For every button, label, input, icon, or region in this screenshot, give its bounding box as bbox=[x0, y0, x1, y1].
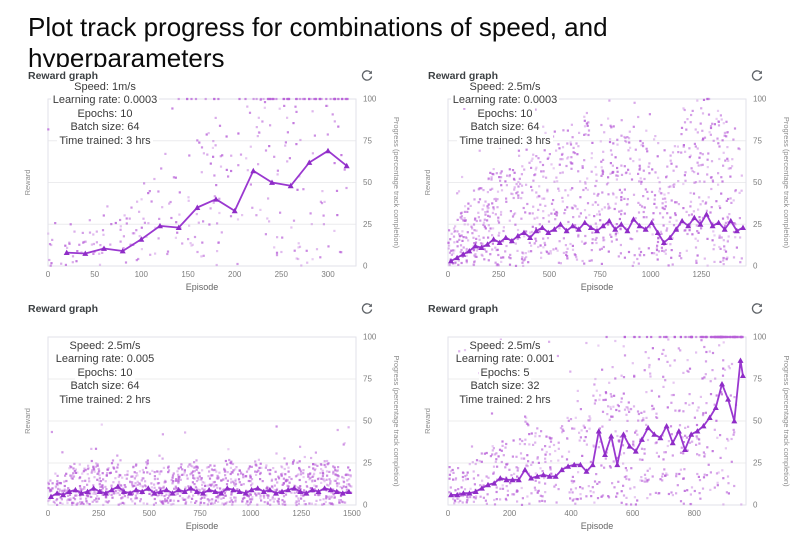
svg-text:0: 0 bbox=[446, 509, 451, 518]
svg-text:300: 300 bbox=[321, 270, 335, 279]
svg-text:0: 0 bbox=[753, 262, 758, 271]
svg-text:50: 50 bbox=[90, 270, 99, 279]
svg-text:75: 75 bbox=[753, 136, 762, 145]
svg-text:200: 200 bbox=[503, 509, 517, 518]
svg-text:25: 25 bbox=[753, 459, 762, 468]
svg-text:400: 400 bbox=[564, 509, 578, 518]
svg-text:Reward: Reward bbox=[423, 170, 432, 196]
svg-text:100: 100 bbox=[753, 95, 767, 104]
svg-text:25: 25 bbox=[363, 220, 372, 229]
svg-text:750: 750 bbox=[593, 270, 607, 279]
svg-text:0: 0 bbox=[446, 270, 451, 279]
reward-graph-card-2: Reward graph 0 250 500 750 1000 1250 0 25 50 75 10… bbox=[420, 67, 792, 295]
svg-text:0: 0 bbox=[46, 509, 51, 518]
svg-text:Progress (percentage track com: Progress (percentage track completion) bbox=[782, 355, 791, 487]
svg-text:25: 25 bbox=[753, 220, 762, 229]
svg-text:100: 100 bbox=[363, 333, 377, 342]
reward-chart-canvas: 0 50 100 150 200 250 300 0 25 50 75 100 Episode Rewar… bbox=[20, 84, 402, 298]
svg-text:50: 50 bbox=[363, 417, 372, 426]
svg-text:Episode: Episode bbox=[581, 521, 614, 531]
svg-text:Episode: Episode bbox=[186, 521, 219, 531]
svg-text:Reward: Reward bbox=[423, 408, 432, 434]
svg-text:50: 50 bbox=[753, 417, 762, 426]
svg-text:Reward: Reward bbox=[23, 408, 32, 434]
svg-text:500: 500 bbox=[543, 270, 557, 279]
svg-text:25: 25 bbox=[363, 459, 372, 468]
svg-text:100: 100 bbox=[135, 270, 149, 279]
chart-title: Reward graph bbox=[28, 302, 99, 315]
svg-text:1250: 1250 bbox=[693, 270, 711, 279]
svg-text:0: 0 bbox=[363, 262, 368, 271]
svg-text:50: 50 bbox=[363, 178, 372, 187]
svg-text:250: 250 bbox=[92, 509, 106, 518]
chart-title: Reward graph bbox=[428, 302, 499, 315]
svg-text:Progress (percentage track com: Progress (percentage track completion) bbox=[392, 117, 401, 249]
svg-text:800: 800 bbox=[688, 509, 702, 518]
refresh-icon[interactable] bbox=[359, 301, 374, 316]
svg-text:Progress (percentage track com: Progress (percentage track completion) bbox=[782, 117, 791, 249]
svg-text:Episode: Episode bbox=[186, 282, 219, 292]
svg-text:750: 750 bbox=[193, 509, 207, 518]
reward-graph-card-1: Reward graph 0 50 100 150 200 250 300 0 25 50 75 10… bbox=[20, 67, 402, 295]
svg-text:75: 75 bbox=[753, 375, 762, 384]
chart-title: Reward graph bbox=[428, 69, 499, 82]
svg-text:Episode: Episode bbox=[581, 282, 614, 292]
reward-graph-card-3: Reward graph 0 250 500 750 1000 1250 1500 0 25 50… bbox=[20, 300, 402, 537]
svg-text:75: 75 bbox=[363, 375, 372, 384]
refresh-icon[interactable] bbox=[749, 301, 764, 316]
chart-title: Reward graph bbox=[28, 69, 99, 82]
svg-text:50: 50 bbox=[753, 178, 762, 187]
svg-text:500: 500 bbox=[143, 509, 157, 518]
svg-text:0: 0 bbox=[363, 501, 368, 510]
svg-text:1500: 1500 bbox=[343, 509, 361, 518]
svg-text:200: 200 bbox=[228, 270, 242, 279]
page-title: Plot track progress for combinations of … bbox=[28, 12, 608, 73]
svg-text:100: 100 bbox=[363, 95, 377, 104]
svg-text:Progress (percentage track com: Progress (percentage track completion) bbox=[392, 355, 401, 487]
svg-text:0: 0 bbox=[46, 270, 51, 279]
reward-graph-card-4: Reward graph 0 200 400 600 800 0 25 50 75 100 Epis… bbox=[420, 300, 792, 537]
svg-text:1000: 1000 bbox=[242, 509, 260, 518]
refresh-icon[interactable] bbox=[749, 68, 764, 83]
svg-text:1000: 1000 bbox=[642, 270, 660, 279]
svg-text:1250: 1250 bbox=[292, 509, 310, 518]
svg-text:100: 100 bbox=[753, 333, 767, 342]
svg-text:600: 600 bbox=[626, 509, 640, 518]
refresh-icon[interactable] bbox=[359, 68, 374, 83]
svg-text:Reward: Reward bbox=[23, 170, 32, 196]
svg-text:0: 0 bbox=[753, 501, 758, 510]
svg-text:250: 250 bbox=[275, 270, 289, 279]
reward-chart-canvas: 0 250 500 750 1000 1250 0 25 50 75 100 Episode Rewar… bbox=[420, 84, 792, 298]
reward-chart-canvas: 0 200 400 600 800 0 25 50 75 100 Episode Reward Prog… bbox=[420, 317, 792, 540]
svg-text:150: 150 bbox=[181, 270, 195, 279]
svg-text:75: 75 bbox=[363, 136, 372, 145]
reward-chart-canvas: 0 250 500 750 1000 1250 1500 0 25 50 75 100 Episode R… bbox=[20, 317, 402, 540]
svg-text:250: 250 bbox=[492, 270, 506, 279]
